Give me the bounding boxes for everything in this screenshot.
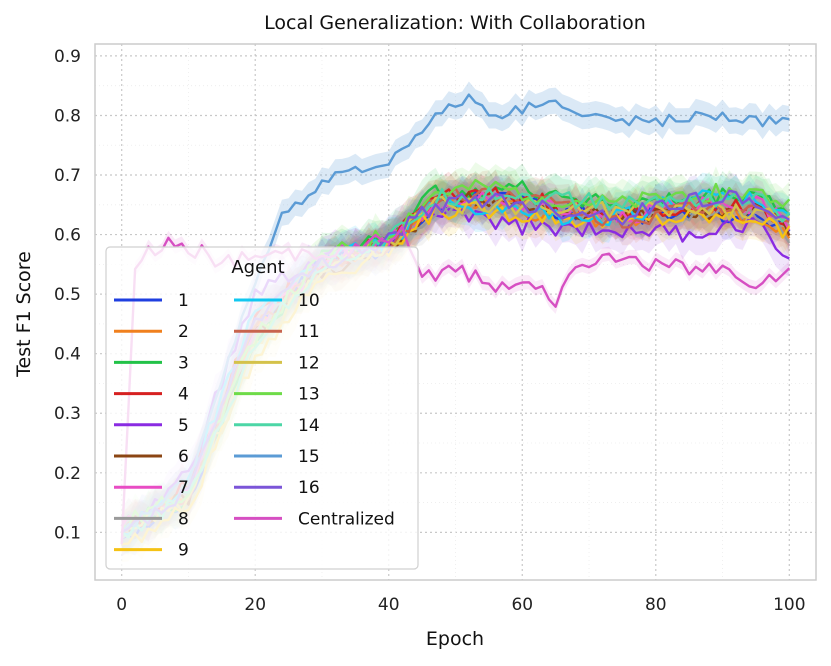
y-tick-label: 0.8 — [54, 106, 81, 126]
legend-label-15: 15 — [298, 447, 320, 467]
legend-label-9: 9 — [178, 541, 189, 561]
legend-title: Agent — [231, 257, 284, 278]
legend-label-11: 11 — [298, 322, 320, 342]
legend-label-4: 4 — [178, 385, 189, 405]
legend-box — [105, 246, 419, 570]
chart-title: Local Generalization: With Collaboration — [264, 12, 646, 34]
legend-label-3: 3 — [178, 353, 189, 373]
y-axis-title: Test F1 Score — [13, 251, 35, 378]
legend-label-16: 16 — [298, 478, 320, 498]
legend-label-1: 1 — [178, 291, 189, 311]
y-tick-label: 0.7 — [54, 166, 81, 186]
legend-label-10: 10 — [298, 291, 320, 311]
tick-labels: 0 20 40 60 80 100 0.1 0.2 0.3 0.4 0.5 0.6 0.7 0.8 0.9 — [54, 47, 806, 615]
legend-label-2: 2 — [178, 322, 189, 342]
x-tick-label: 100 — [773, 595, 805, 615]
y-tick-label: 0.4 — [54, 345, 81, 365]
x-tick-label: 20 — [244, 595, 266, 615]
legend-label-12: 12 — [298, 353, 320, 373]
legend-label-14: 14 — [298, 416, 320, 436]
x-tick-label: 40 — [378, 595, 400, 615]
y-tick-label: 0.3 — [54, 404, 81, 424]
x-tick-label: 0 — [116, 595, 127, 615]
y-tick-label: 0.1 — [54, 523, 81, 543]
x-tick-label: 80 — [645, 595, 667, 615]
x-tick-label: 60 — [511, 595, 533, 615]
y-tick-label: 0.5 — [54, 285, 81, 305]
legend-label-6: 6 — [178, 447, 189, 467]
legend-label-13: 13 — [298, 385, 320, 405]
plot-frame — [94, 43, 817, 581]
legend-label-5: 5 — [178, 416, 189, 436]
x-axis-title: Epoch — [426, 628, 484, 650]
y-tick-label: 0.2 — [54, 464, 81, 484]
legend-label-centralized: Centralized — [298, 509, 395, 529]
y-tick-label: 0.6 — [54, 226, 81, 246]
legend-label-8: 8 — [178, 509, 189, 529]
legend-label-7: 7 — [178, 478, 189, 498]
y-tick-label: 0.9 — [54, 47, 81, 67]
